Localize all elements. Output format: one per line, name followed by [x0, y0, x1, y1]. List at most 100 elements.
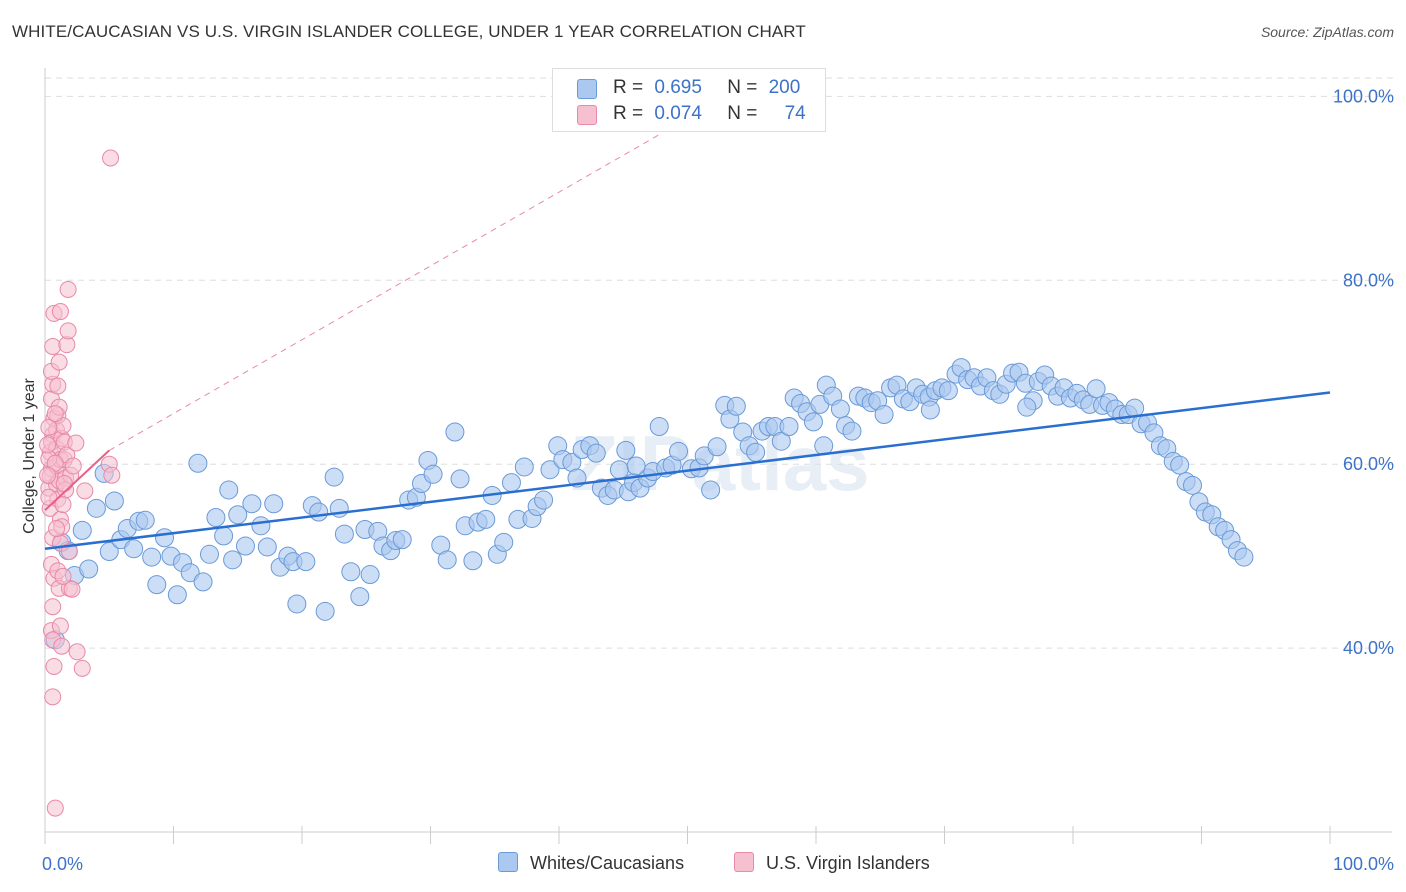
- whites-data-point: [771, 431, 791, 451]
- whites-data-point: [296, 552, 316, 572]
- whites-data-point: [188, 453, 208, 473]
- virgin-islanders-data-point: [54, 496, 72, 514]
- whites-data-point: [228, 505, 248, 525]
- whites-data-point: [257, 537, 277, 557]
- r-value: 0.074: [654, 103, 702, 124]
- legend-label: Whites/Caucasians: [530, 853, 685, 873]
- whites-data-point: [199, 544, 219, 564]
- blue-swatch-icon: [498, 852, 518, 872]
- whites-data-point: [626, 456, 646, 476]
- virgin-islanders-data-point: [46, 454, 64, 472]
- virgin-islanders-data-point: [102, 149, 120, 167]
- whites-trend-line: [44, 391, 1331, 551]
- whites-data-point: [501, 473, 521, 493]
- whites-data-point: [803, 412, 823, 432]
- whites-data-point: [167, 585, 187, 605]
- n-label: N =: [727, 77, 758, 98]
- virgin-islanders-data-point: [45, 657, 63, 675]
- r-value: 0.695: [654, 77, 702, 98]
- virgin-islanders-data-point: [53, 637, 71, 655]
- virgin-islanders-data-point: [76, 482, 94, 500]
- whites-data-point: [251, 516, 271, 536]
- virgin-islanders-data-point: [39, 466, 57, 484]
- virgin-islanders-data-point: [39, 436, 57, 454]
- whites-data-point: [669, 441, 689, 461]
- whites-data-point: [746, 442, 766, 462]
- whites-data-point: [242, 494, 262, 514]
- whites-data-point: [206, 508, 226, 528]
- whites-data-point: [649, 416, 669, 436]
- pink-swatch-icon: [577, 105, 597, 125]
- whites-data-point: [180, 563, 200, 583]
- whites-data-point: [392, 530, 412, 550]
- whites-data-point: [938, 381, 958, 401]
- whites-data-point: [155, 528, 175, 548]
- y-tick-label: 40.0%: [1343, 638, 1394, 658]
- virgin-islanders-data-point: [67, 434, 85, 452]
- pink-swatch-icon: [734, 852, 754, 872]
- whites-data-point: [463, 551, 483, 571]
- whites-data-point: [450, 469, 470, 489]
- whites-data-point: [586, 443, 606, 463]
- virgin-islanders-data-point: [40, 488, 58, 506]
- whites-data-point: [223, 550, 243, 570]
- whites-data-point: [235, 536, 255, 556]
- whites-data-point: [214, 526, 234, 546]
- whites-data-point: [701, 480, 721, 500]
- whites-data-point: [694, 446, 714, 466]
- n-label: N =: [727, 103, 758, 124]
- whites-data-point: [72, 520, 92, 540]
- x-tick-label: 100.0%: [1333, 854, 1394, 874]
- whites-data-point: [842, 421, 862, 441]
- x-tick-label: 0.0%: [42, 854, 83, 874]
- whites-data-point: [540, 460, 560, 480]
- whites-data-point: [142, 547, 162, 567]
- whites-data-point: [79, 559, 99, 579]
- whites-data-point: [287, 594, 307, 614]
- virgin-islanders-data-point: [44, 688, 62, 706]
- whites-data-point: [534, 490, 554, 510]
- whites-data-point: [1017, 397, 1037, 417]
- whites-data-point: [445, 422, 465, 442]
- legend-label: U.S. Virgin Islanders: [766, 853, 930, 873]
- whites-data-point: [99, 542, 119, 562]
- whites-data-point: [147, 575, 167, 595]
- whites-data-point: [341, 562, 361, 582]
- whites-data-point: [135, 510, 155, 530]
- r-label: R =: [613, 77, 644, 98]
- chart-title: WHITE/CAUCASIAN VS U.S. VIRGIN ISLANDER …: [12, 22, 806, 41]
- blue-swatch-icon: [577, 79, 597, 99]
- y-tick-label: 100.0%: [1333, 86, 1394, 106]
- whites-data-point: [104, 491, 124, 511]
- y-axis-label: College, Under 1 year: [21, 378, 38, 534]
- virgin-islanders-data-point: [48, 520, 66, 538]
- whites-data-point: [193, 572, 213, 592]
- series-legend: Whites/Caucasians U.S. Virgin Islanders: [0, 852, 1406, 878]
- virgin-islanders-data-point: [51, 303, 69, 321]
- pink-trend-extension: [109, 132, 663, 451]
- whites-data-point: [1183, 475, 1203, 495]
- whites-data-point: [264, 494, 284, 514]
- whites-data-point: [309, 502, 329, 522]
- virgin-islanders-data-point: [103, 466, 121, 484]
- virgin-islanders-data-point: [40, 418, 58, 436]
- virgin-islanders-data-point: [46, 405, 64, 423]
- whites-data-point: [437, 550, 457, 570]
- whites-data-point: [494, 532, 514, 552]
- virgin-islanders-data-point: [68, 643, 86, 661]
- n-value: 74: [784, 103, 806, 124]
- whites-data-point: [315, 601, 335, 621]
- whites-data-point: [476, 509, 496, 529]
- virgin-islanders-data-point: [44, 337, 62, 355]
- virgin-islanders-data-point: [44, 598, 62, 616]
- virgin-islanders-data-point: [73, 659, 91, 677]
- whites-data-point: [616, 440, 636, 460]
- virgin-islanders-data-point: [63, 580, 81, 598]
- whites-data-point: [874, 405, 894, 425]
- whites-data-point: [830, 399, 850, 419]
- whites-data-point: [1234, 547, 1254, 567]
- whites-data-point: [707, 437, 727, 457]
- virgin-islanders-data-point: [51, 617, 69, 635]
- virgin-islanders-data-point: [46, 799, 64, 817]
- whites-data-point: [360, 565, 380, 585]
